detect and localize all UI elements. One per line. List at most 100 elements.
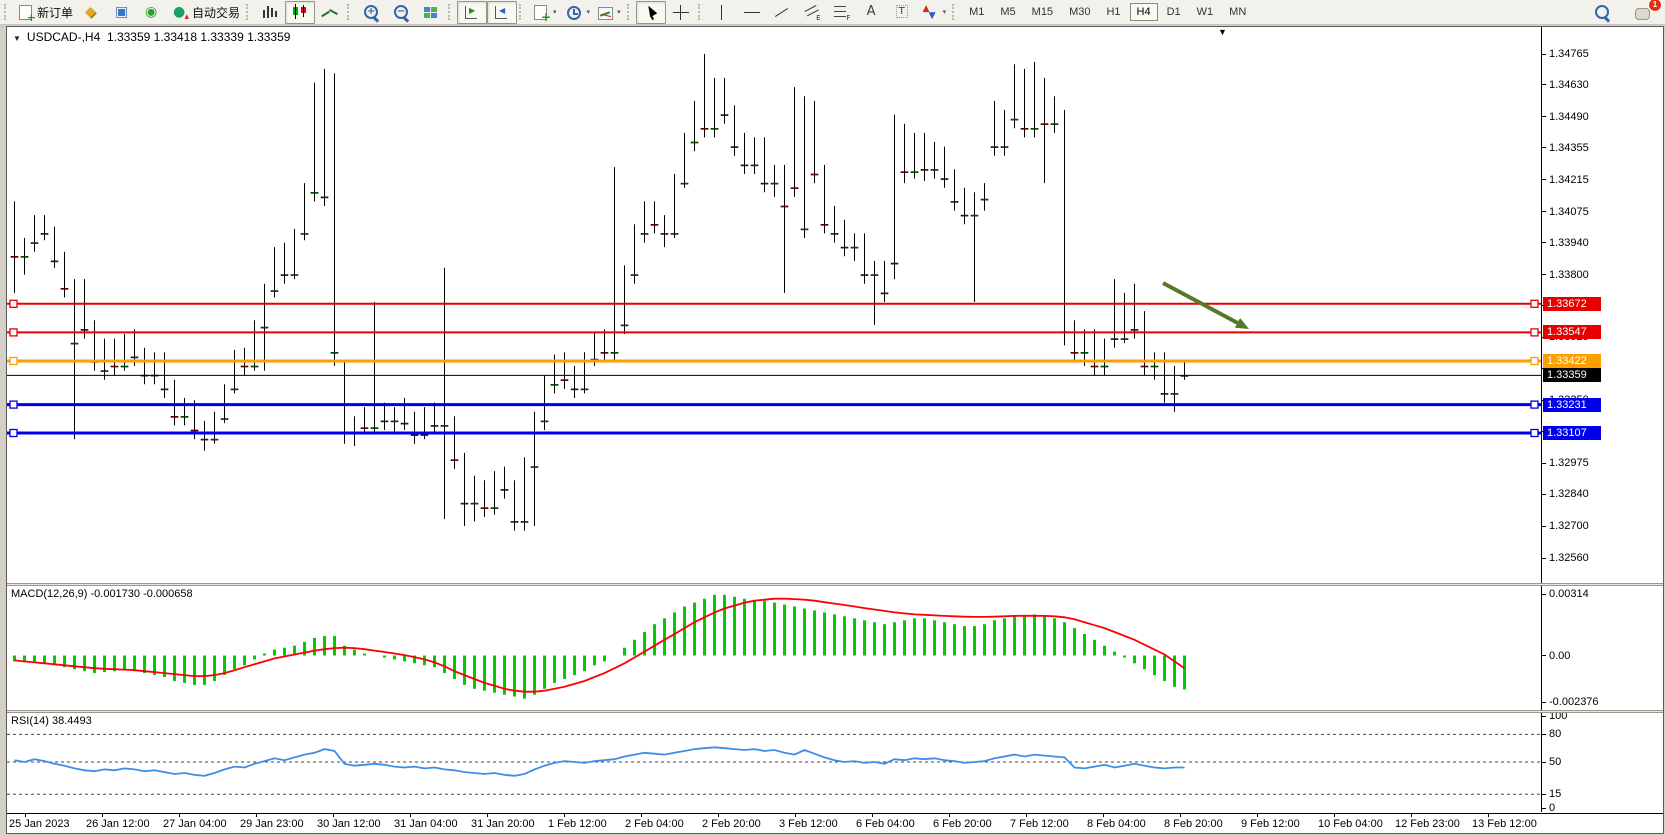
fibonacci-icon: [833, 4, 851, 22]
text-button[interactable]: [857, 1, 887, 24]
fibonacci-button[interactable]: [827, 1, 857, 24]
crosshair-icon: [672, 4, 690, 21]
autotrade-button[interactable]: 自动交易: [167, 1, 244, 24]
crosshair-button[interactable]: [666, 1, 696, 24]
notification-badge: 1: [1648, 0, 1662, 12]
chart-arrange-1-button[interactable]: [457, 0, 488, 24]
macd-indicator-panel[interactable]: MACD(12,26,9) -0.001730 -0.000658: [7, 586, 1541, 710]
vline-icon: [713, 4, 731, 21]
timeframe-m1-button[interactable]: M1: [969, 6, 985, 18]
chart-shift-marker-icon[interactable]: ▼: [1218, 27, 1227, 37]
rsi-panel-splitter[interactable]: [7, 710, 1663, 713]
horizontal-line-1.33672[interactable]: [7, 299, 1541, 308]
macd-signal-value: -0.000658: [143, 588, 193, 600]
new-chart-icon: [534, 4, 551, 24]
time-label: 8 Feb 20:00: [1164, 814, 1223, 830]
price-tick: 1.32840: [1542, 488, 1589, 500]
timeframe-h1-button[interactable]: H1: [1106, 6, 1121, 18]
toolbar-grip[interactable]: [697, 4, 703, 20]
toolbar-right-icons: 1: [1587, 0, 1662, 24]
new-order-label: 新订单: [37, 5, 74, 20]
price-tag-1.33422: 1.33422: [1543, 353, 1601, 368]
tile-windows-button[interactable]: [416, 1, 446, 24]
price-chart-panel[interactable]: ▼ USDCAD-,H4 1.33359 1.33418 1.33339 1.33…: [7, 27, 1541, 583]
time-label: 31 Jan 04:00: [394, 814, 458, 830]
time-axis[interactable]: 25 Jan 2023 26 Jan 12:00 27 Jan 04:00 29 Ja…: [7, 813, 1663, 833]
rsi-axis-tick: 80: [1542, 728, 1561, 740]
timeframe-w1-button[interactable]: W1: [1196, 6, 1214, 18]
toolbar-grip[interactable]: [519, 4, 524, 20]
chart-menu-icon[interactable]: ▼: [13, 34, 21, 43]
time-label: 6 Feb 04:00: [856, 814, 915, 830]
arrows-button[interactable]: ▾: [917, 1, 951, 24]
time-label: 2 Feb 20:00: [702, 814, 761, 830]
chart-arrange-2-icon: [493, 4, 511, 21]
price-axis[interactable]: 1.34765 1.34630 1.34490 1.34355 1.34215 1.340…: [1541, 27, 1663, 814]
trend-arrow-annotation[interactable]: [1162, 281, 1249, 329]
macd-label: MACD(12,26,9) -0.001730 -0.000658: [11, 588, 193, 600]
timeframe-m5-button[interactable]: M5: [1000, 6, 1016, 18]
gold-button[interactable]: [77, 1, 107, 24]
line-chart-button[interactable]: [315, 1, 345, 24]
main-toolbar: 新订单 自动交易 ▾ ▾ ▾ ▾ M1 M5 M15 M30 H1 H4 D1 W1 MN: [0, 0, 1665, 25]
period-button[interactable]: ▾: [561, 1, 595, 24]
toolbar-grip[interactable]: [246, 4, 251, 20]
text-label-button[interactable]: [887, 1, 917, 24]
time-label: 26 Jan 12:00: [86, 814, 150, 830]
toolbar-grip[interactable]: [952, 4, 957, 20]
trendline-button[interactable]: [767, 1, 797, 24]
timeframe-mn-button[interactable]: MN: [1229, 6, 1247, 18]
macd-axis-tick: -0.002376: [1542, 696, 1599, 708]
period-icon: [565, 4, 583, 21]
price-tick: 1.34630: [1542, 79, 1589, 91]
horizontal-line-1.33231[interactable]: [7, 400, 1541, 409]
chart-ohlc-values: 1.33359 1.33418 1.33339 1.33359: [106, 30, 291, 44]
horizontal-line-1.33107[interactable]: [7, 428, 1541, 438]
horizontal-line-1.33547[interactable]: [7, 328, 1541, 337]
signal-button[interactable]: [137, 1, 167, 24]
macd-main-value: -0.001730: [90, 588, 141, 600]
timeframe-m15-button[interactable]: M15: [1031, 6, 1054, 18]
template-button[interactable]: ▾: [594, 1, 625, 24]
chat-bubble-icon: [1634, 8, 1650, 20]
hline-button[interactable]: [737, 1, 767, 24]
chart-arrange-2-button[interactable]: [487, 0, 518, 24]
rsi-axis-tick: 50: [1542, 756, 1561, 768]
rsi-label: RSI(14) 38.4493: [11, 715, 92, 727]
terminal-button[interactable]: [107, 1, 137, 24]
notifications-button[interactable]: 1: [1627, 0, 1662, 24]
time-label: 29 Jan 23:00: [240, 814, 304, 830]
toolbar-grip[interactable]: [4, 4, 9, 20]
timeframe-m30-button[interactable]: M30: [1069, 6, 1091, 18]
cursor-button[interactable]: [635, 0, 666, 24]
timeframe-d1-button[interactable]: D1: [1166, 6, 1181, 18]
search-button[interactable]: [1587, 1, 1617, 24]
vline-button[interactable]: [707, 1, 737, 24]
tile-windows-icon: [422, 3, 441, 21]
price-tick: 1.33800: [1542, 269, 1589, 281]
toolbar-grip[interactable]: [626, 4, 632, 20]
horizontal-line-1.33422[interactable]: [7, 356, 1541, 366]
macd-axis-tick: 0.00314: [1542, 588, 1589, 600]
new-order-button[interactable]: 新订单: [13, 1, 77, 24]
cursor-icon: [642, 4, 660, 21]
bar-chart-button[interactable]: [255, 1, 285, 24]
new-chart-button[interactable]: ▾: [528, 1, 561, 24]
toolbar-grip[interactable]: [448, 4, 453, 20]
dropdown-caret-icon: ▾: [617, 9, 621, 16]
price-tag-1.33672: 1.33672: [1543, 296, 1601, 311]
macd-signal-line: [14, 597, 1186, 693]
macd-panel-splitter[interactable]: [7, 583, 1663, 586]
arrows-icon: [921, 4, 939, 21]
candlestick-button[interactable]: [285, 0, 316, 24]
zoom-out-button[interactable]: [386, 1, 416, 24]
zoom-in-button[interactable]: [356, 1, 386, 24]
time-label: 10 Feb 04:00: [1318, 814, 1383, 830]
toolbar-grip[interactable]: [347, 4, 352, 20]
terminal-icon: [113, 4, 131, 21]
price-tick: 1.32975: [1542, 457, 1589, 469]
rsi-indicator-panel[interactable]: RSI(14) 38.4493: [7, 713, 1541, 812]
channel-button[interactable]: [797, 1, 827, 24]
timeframe-h4-button[interactable]: H4: [1129, 3, 1158, 21]
autotrade-label: 自动交易: [192, 5, 241, 20]
